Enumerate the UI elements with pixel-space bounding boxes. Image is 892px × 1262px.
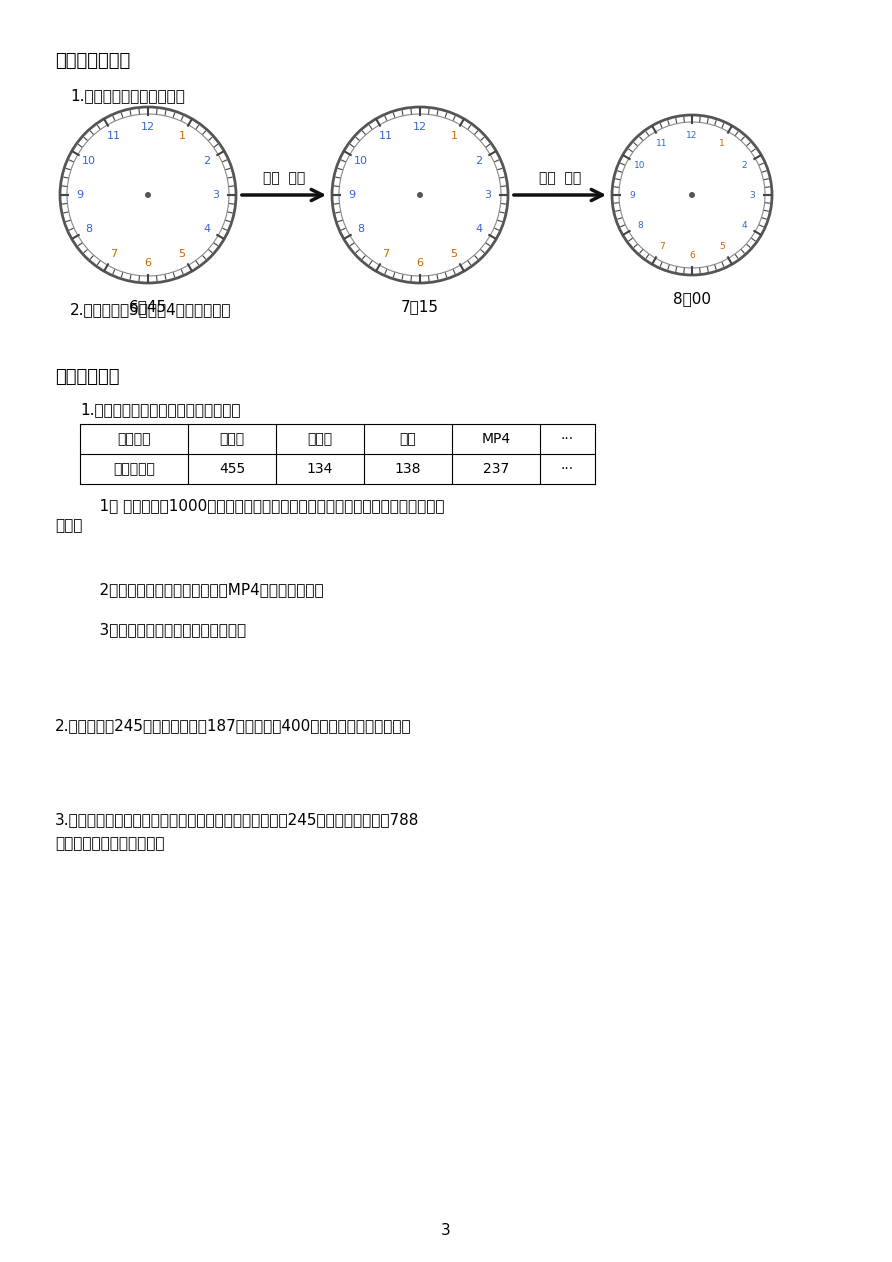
Text: 11: 11 (379, 131, 393, 141)
Text: 3: 3 (212, 191, 219, 199)
Text: ···: ··· (561, 432, 574, 445)
Text: 12: 12 (686, 130, 698, 140)
Text: 7: 7 (383, 249, 390, 259)
Text: 1） 妈妈用一张1000元的购物卡买了一台电风扇和一个台灯，购物卡大约还剩多: 1） 妈妈用一张1000元的购物卡买了一台电风扇和一个台灯，购物卡大约还剩多 (80, 498, 444, 512)
Text: 10: 10 (354, 156, 368, 167)
Text: 455: 455 (219, 462, 245, 476)
Text: 8: 8 (358, 223, 365, 233)
Circle shape (619, 122, 765, 268)
Text: 六、动手操作题: 六、动手操作题 (55, 52, 130, 69)
Text: 台灯: 台灯 (400, 432, 417, 445)
Text: 2: 2 (475, 156, 483, 167)
Text: 米。李芳家距刘文家多远？: 米。李芳家距刘文家多远？ (55, 835, 164, 851)
Circle shape (339, 114, 501, 276)
Text: 11: 11 (657, 139, 668, 148)
Text: 1: 1 (450, 131, 458, 141)
Text: 2: 2 (203, 156, 211, 167)
Text: MP4: MP4 (482, 432, 510, 445)
Circle shape (689, 192, 695, 198)
Text: 2.一台电风扇245元，一个电饭煲187元，妈妈有400元，买这两件商品够吗？: 2.一台电风扇245元，一个电饭煲187元，妈妈有400元，买这两件商品够吗？ (55, 718, 411, 733)
Text: 8: 8 (86, 223, 93, 233)
Text: 3: 3 (749, 191, 755, 199)
Text: 237: 237 (483, 462, 509, 476)
Text: 5: 5 (450, 249, 458, 259)
Text: 7：15: 7：15 (401, 299, 439, 314)
Text: 1.下表是某百货超市部分商品的价格表: 1.下表是某百货超市部分商品的价格表 (80, 403, 241, 416)
Text: 5: 5 (719, 242, 725, 251)
Text: 11: 11 (107, 131, 121, 141)
Text: 少元？: 少元？ (55, 517, 82, 533)
Text: 8：00: 8：00 (673, 292, 711, 305)
Text: 5: 5 (178, 249, 186, 259)
Circle shape (58, 105, 238, 285)
Text: 电风扇: 电风扇 (308, 432, 333, 445)
Text: 9: 9 (629, 191, 635, 199)
Text: 12: 12 (141, 122, 155, 133)
Text: 8: 8 (637, 221, 643, 230)
Text: 1: 1 (719, 139, 725, 148)
Text: 4: 4 (203, 223, 211, 233)
Text: 过（  ）分: 过（ ）分 (539, 170, 581, 186)
Text: 6：45: 6：45 (129, 299, 167, 314)
Text: 12: 12 (413, 122, 427, 133)
Text: 七、解决问题: 七、解决问题 (55, 369, 120, 386)
Text: 2）张华要买一辆自行车和一个MP4，要付多少元？: 2）张华要买一辆自行车和一个MP4，要付多少元？ (80, 582, 324, 597)
Text: 138: 138 (395, 462, 421, 476)
Text: 6: 6 (690, 250, 695, 260)
Text: 商品名称: 商品名称 (117, 432, 151, 445)
Text: 1: 1 (178, 131, 186, 141)
Text: 9: 9 (349, 191, 356, 199)
Text: 9: 9 (77, 191, 84, 199)
Circle shape (610, 114, 774, 276)
Text: 6: 6 (145, 257, 152, 268)
Text: 价格（元）: 价格（元） (113, 462, 155, 476)
Circle shape (67, 114, 229, 276)
Text: 过（  ）分: 过（ ）分 (263, 170, 305, 186)
Circle shape (417, 192, 423, 198)
Text: 2: 2 (741, 160, 747, 169)
Text: 3: 3 (484, 191, 491, 199)
Circle shape (145, 192, 151, 198)
Text: ···: ··· (561, 462, 574, 476)
Text: 自行车: 自行车 (219, 432, 244, 445)
Text: 3.李芳家、学校和刘文家在人民路的一旁，李芳家离学校245米，刘文家离学校788: 3.李芳家、学校和刘文家在人民路的一旁，李芳家离学校245米，刘文家离学校788 (55, 811, 419, 827)
Text: 10: 10 (634, 160, 646, 169)
Text: 4: 4 (475, 223, 483, 233)
Text: 3: 3 (442, 1223, 450, 1238)
Text: 10: 10 (82, 156, 96, 167)
Text: 2.画出一条比5厘米短4毫米的线段。: 2.画出一条比5厘米短4毫米的线段。 (70, 302, 232, 317)
Text: 6: 6 (417, 257, 424, 268)
Circle shape (330, 105, 510, 285)
Text: 1.在钟面上画上时针和分针: 1.在钟面上画上时针和分针 (70, 88, 185, 103)
Text: 4: 4 (741, 221, 747, 230)
Text: 7: 7 (111, 249, 118, 259)
Text: 3）你还能提出什么问题？并解答。: 3）你还能提出什么问题？并解答。 (80, 622, 246, 637)
Text: 134: 134 (307, 462, 334, 476)
Text: 7: 7 (659, 242, 665, 251)
